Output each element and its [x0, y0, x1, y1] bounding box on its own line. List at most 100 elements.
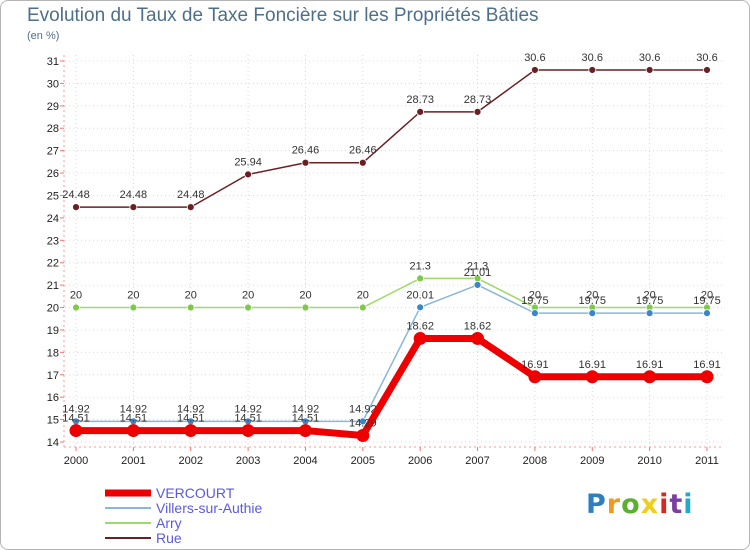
- data-point-villers-sur-authie: [703, 309, 711, 318]
- data-point-vercourt: [69, 424, 83, 438]
- data-point-rue: [301, 158, 310, 167]
- data-label-vercourt: 14.51: [292, 413, 320, 425]
- data-label-vercourt: 14.51: [62, 413, 90, 425]
- data-label-rue: 24.48: [120, 189, 148, 201]
- x-tick-label: 2005: [351, 455, 375, 467]
- data-point-vercourt: [643, 370, 657, 384]
- data-point-rue: [531, 66, 539, 74]
- data-label-arry: 20: [185, 290, 197, 302]
- data-point-vercourt: [298, 424, 312, 438]
- data-label-villers-sur-authie: 14.92: [349, 403, 377, 415]
- logo-letter: x: [640, 489, 660, 520]
- data-point-arry: [186, 303, 195, 312]
- x-tick-label: 2007: [465, 455, 489, 467]
- logo-letter: i: [659, 489, 670, 520]
- series-line-rue: [75, 69, 708, 208]
- data-point-arry: [416, 274, 425, 283]
- data-point-vercourt: [471, 331, 485, 345]
- data-label-villers-sur-authie: 14.92: [292, 403, 320, 415]
- data-label-arry: 21.3: [467, 260, 488, 272]
- y-tick-label: 29: [47, 101, 59, 113]
- data-point-rue: [703, 66, 711, 74]
- logo-letter: r: [606, 489, 622, 520]
- data-label-villers-sur-authie: 20.01: [406, 289, 434, 301]
- data-point-villers-sur-authie: [588, 309, 597, 318]
- y-tick-label: 22: [47, 258, 59, 270]
- data-label-vercourt: 14.51: [177, 413, 205, 425]
- logo-letter: o: [621, 489, 641, 520]
- y-tick-label: 25: [47, 190, 59, 202]
- data-point-arry: [129, 303, 138, 312]
- data-label-vercourt: 16.91: [693, 359, 721, 371]
- data-label-arry: 20: [299, 290, 311, 302]
- data-label-arry: 20: [127, 290, 139, 302]
- data-point-arry: [301, 303, 310, 312]
- data-point-rue: [186, 203, 195, 212]
- data-point-rue: [72, 203, 80, 212]
- logo-letter: P: [586, 489, 607, 520]
- data-label-rue: 24.48: [177, 189, 205, 201]
- x-tick-label: 2004: [293, 455, 317, 467]
- y-tick-label: 20: [47, 303, 59, 315]
- data-point-rue: [244, 170, 252, 179]
- data-point-vercourt: [585, 370, 599, 384]
- y-tick-label: 19: [47, 325, 59, 337]
- data-label-arry: 20: [586, 290, 598, 302]
- data-label-rue: 25.94: [234, 156, 262, 168]
- data-label-arry: 20: [70, 290, 82, 302]
- data-point-villers-sur-authie: [531, 309, 539, 318]
- legend-label-villers-sur-authie: Villers-sur-Authie: [156, 500, 263, 516]
- y-tick-label: 18: [47, 347, 59, 359]
- data-label-rue: 30.6: [696, 52, 717, 64]
- data-label-rue: 24.48: [62, 189, 90, 201]
- data-label-villers-sur-authie: 19.75: [636, 295, 664, 307]
- y-tick-label: 23: [47, 235, 59, 247]
- data-label-arry: 21.3: [409, 260, 430, 272]
- data-label-vercourt: 14.51: [120, 413, 148, 425]
- data-point-arry: [72, 303, 80, 312]
- y-tick-label: 15: [47, 415, 59, 427]
- logo-letter: i: [683, 489, 694, 520]
- data-label-vercourt: 14.51: [234, 413, 262, 425]
- data-label-arry: 20: [701, 290, 713, 302]
- data-point-vercourt: [700, 370, 714, 384]
- data-label-villers-sur-authie: 14.92: [62, 403, 90, 415]
- data-label-rue: 28.73: [464, 94, 492, 106]
- series-line-vercourt: [72, 334, 711, 440]
- y-tick-label: 16: [47, 392, 59, 404]
- legend-label-vercourt: VERCOURT: [156, 485, 235, 501]
- data-label-villers-sur-authie: 14.92: [234, 403, 262, 415]
- logo-letter: t: [669, 489, 684, 520]
- legend-label-rue: Rue: [156, 530, 182, 546]
- series-line-arry: [75, 277, 708, 309]
- proxiti-logo: Proxiti: [586, 489, 694, 520]
- x-tick-label: 2000: [64, 455, 88, 467]
- data-label-arry: 20: [529, 290, 541, 302]
- x-tick-label: 2011: [695, 455, 719, 467]
- data-point-rue: [129, 203, 138, 212]
- data-label-arry: 20: [357, 290, 369, 302]
- y-tick-label: 30: [47, 78, 59, 90]
- data-label-rue: 30.6: [524, 52, 545, 64]
- data-point-rue: [416, 107, 425, 116]
- data-point-vercourt: [126, 424, 140, 438]
- data-label-vercourt: 18.62: [464, 320, 492, 332]
- data-label-villers-sur-authie: 14.92: [120, 403, 148, 415]
- data-label-rue: 26.46: [292, 145, 320, 157]
- data-label-villers-sur-authie: 14.92: [177, 403, 205, 415]
- series-line-villers-sur-authie: [75, 284, 708, 423]
- data-label-arry: 20: [644, 290, 656, 302]
- data-label-vercourt: 16.91: [579, 359, 607, 371]
- data-label-vercourt: 14.29: [349, 418, 377, 430]
- data-point-rue: [588, 66, 597, 74]
- data-point-villers-sur-authie: [416, 303, 425, 312]
- y-tick-label: 17: [47, 370, 59, 382]
- x-tick-label: 2003: [236, 455, 260, 467]
- data-point-villers-sur-authie: [645, 309, 654, 318]
- x-tick-label: 2010: [637, 455, 661, 467]
- data-point-villers-sur-authie: [473, 280, 482, 289]
- data-point-villers-sur-authie: [358, 417, 367, 426]
- chart-unit-label: (en %): [27, 30, 60, 42]
- data-point-vercourt: [356, 429, 370, 443]
